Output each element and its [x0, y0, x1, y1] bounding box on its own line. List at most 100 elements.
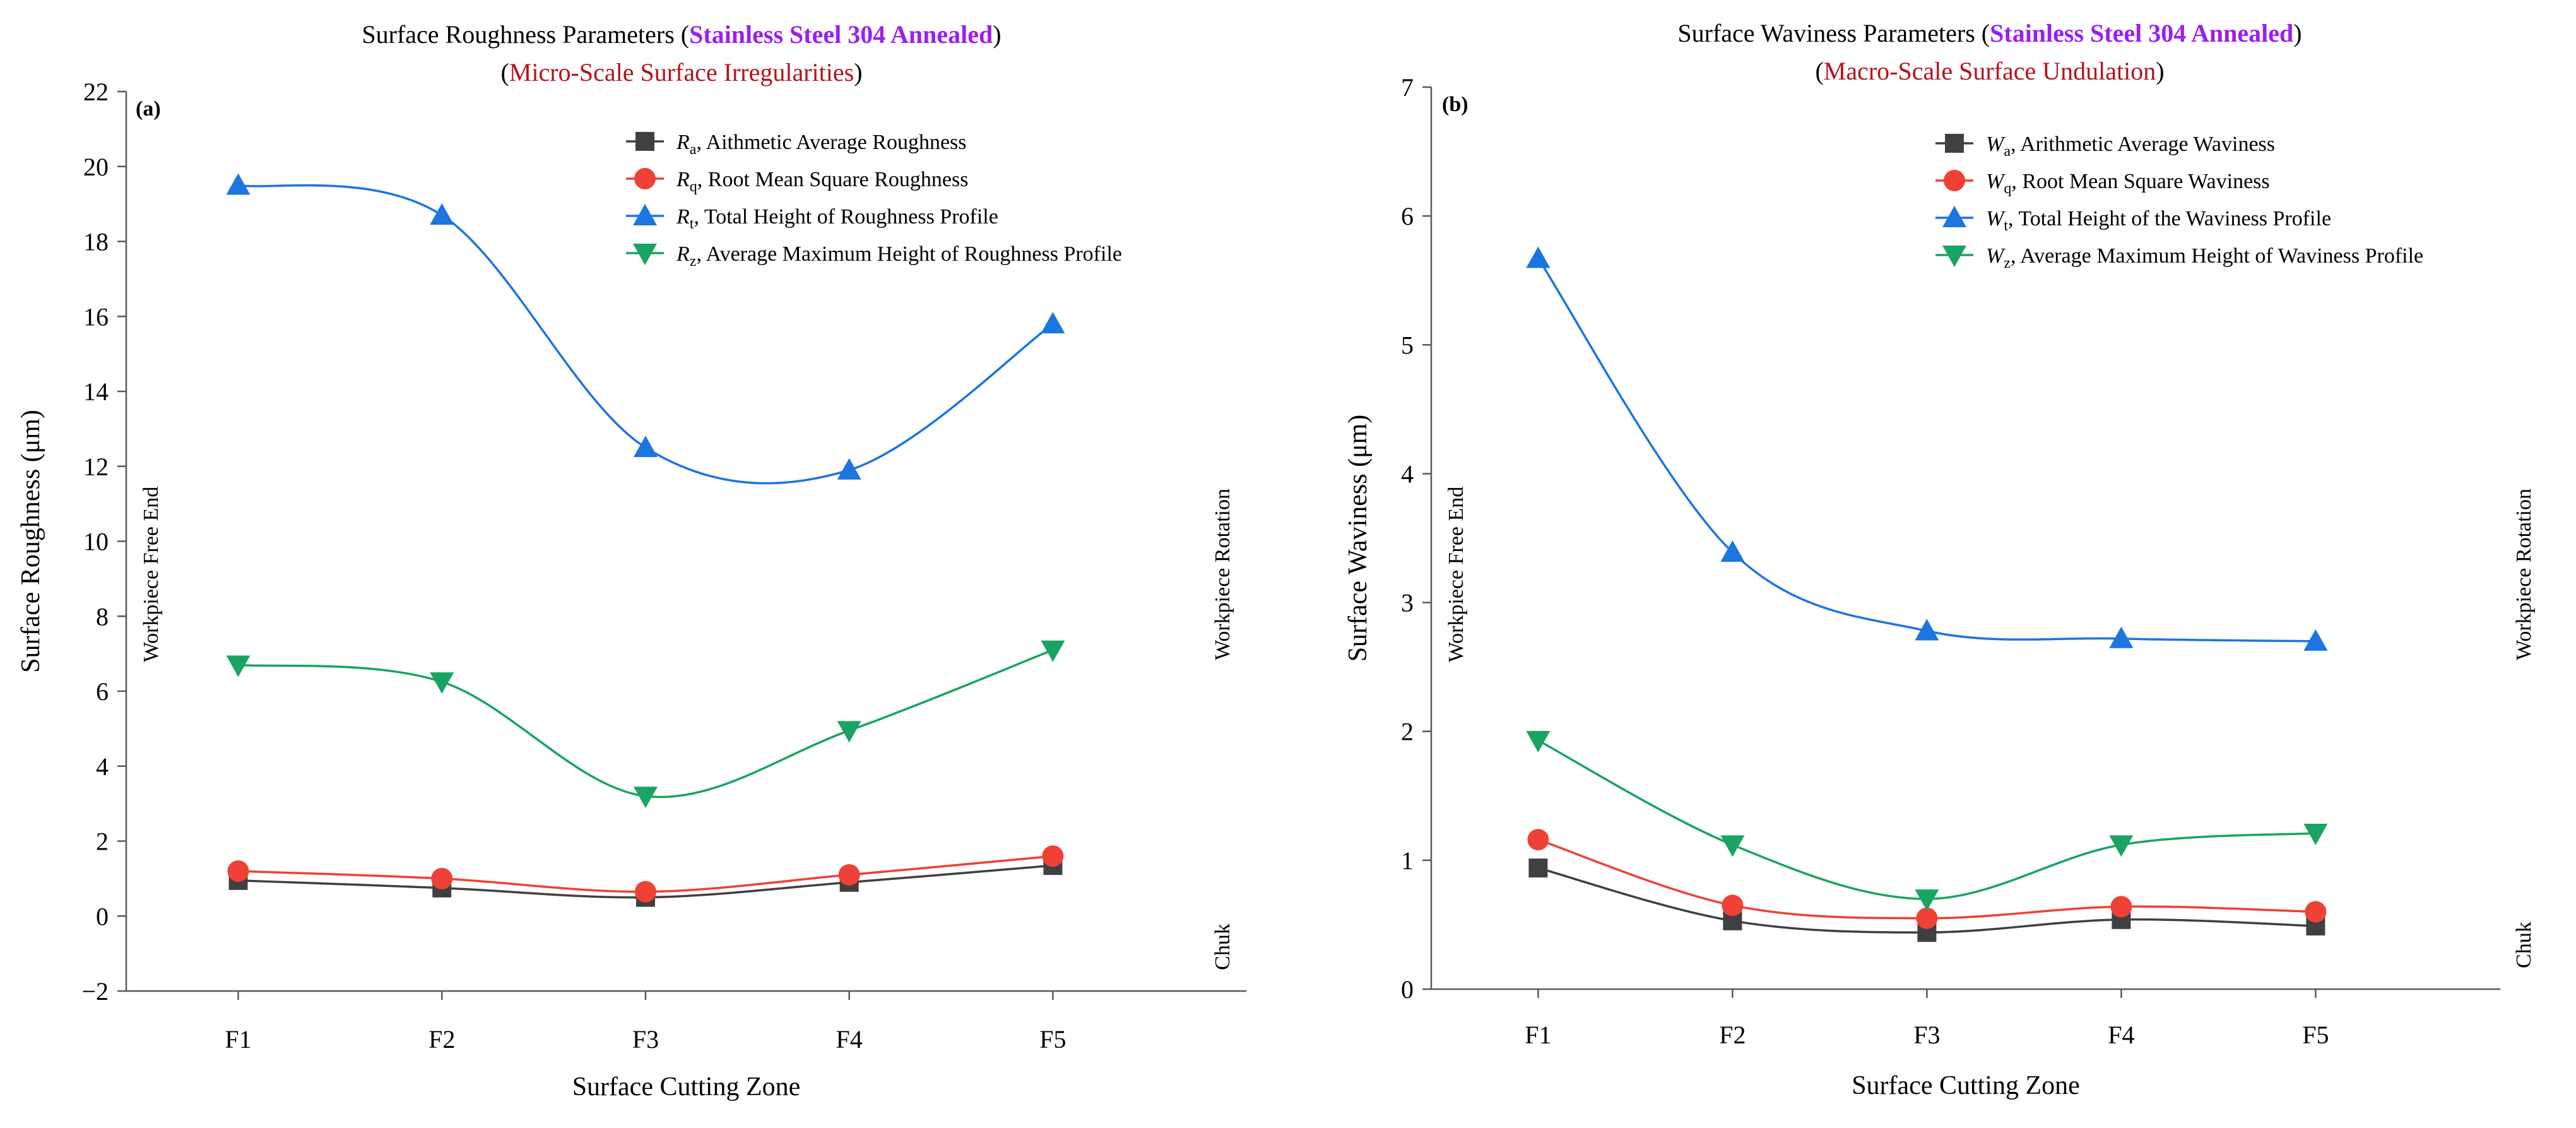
data-point-rq-f1	[227, 860, 249, 882]
data-point-rq-f4	[838, 864, 860, 886]
legend-label-rq: Rq, Root Mean Square Roughness	[676, 168, 968, 195]
data-point-rt-f2	[1720, 540, 1745, 562]
y-tick-label: 0	[1401, 975, 1414, 1004]
y-tick-label: 22	[83, 78, 109, 106]
free-end-annotation: Workpiece Free End	[139, 487, 163, 663]
x-tick-label: F4	[836, 1025, 863, 1054]
y-tick-label: 16	[83, 302, 109, 331]
legend-marker-rq	[634, 168, 656, 189]
chuk-annotation: Chuk	[2512, 922, 2536, 968]
series-line-rt	[1537, 258, 2316, 643]
data-point-rz-f4	[837, 721, 861, 743]
data-point-rz-f5	[2303, 823, 2328, 845]
legend-label-rt: Wt, Total Height of the Waviness Profile	[1986, 207, 2331, 234]
x-tick-label: F2	[1719, 1021, 1746, 1049]
legend-label-ra: Ra, Aithmetic Average Roughness	[676, 131, 967, 158]
y-tick-label: 1	[1401, 846, 1414, 875]
legend-label-rz: Rz, Average Maximum Height of Roughness …	[676, 242, 1122, 270]
data-point-rt-f3	[633, 436, 658, 458]
rotation-annotation: Workpiece Rotation	[1211, 489, 1234, 660]
y-axis-label: Surface Roughness (μm)	[16, 410, 45, 673]
data-point-rz-f2	[430, 672, 454, 694]
data-point-rz-f1	[226, 655, 251, 677]
y-tick-label: 2	[1401, 718, 1414, 746]
legend-marker-ra	[635, 132, 654, 151]
free-end-annotation: Workpiece Free End	[1445, 487, 1468, 663]
roughness-chart-panel: Surface Roughness Parameters (Stainless …	[16, 20, 1246, 1101]
data-point-rq-f4	[2110, 896, 2132, 918]
x-tick-label: F4	[2108, 1021, 2134, 1049]
data-point-rz-f5	[1041, 640, 1065, 662]
legend-label-rq: Wq, Root Mean Square Waviness	[1986, 170, 2270, 197]
x-axis-label: Surface Cutting Zone	[572, 1072, 801, 1101]
panel-label: (b)	[1442, 93, 1468, 116]
data-point-rq-f5	[1042, 845, 1064, 867]
data-point-rt-f3	[1915, 619, 1939, 641]
data-point-ra-f1	[1528, 858, 1548, 878]
legend-label-ra: Wa, Arithmetic Average Waviness	[1986, 133, 2275, 160]
legend-marker-rt	[633, 204, 657, 225]
data-point-rt-f5	[2303, 629, 2328, 651]
legend-marker-rz	[633, 244, 657, 265]
y-tick-label: 14	[83, 377, 109, 406]
y-tick-label: 2	[96, 828, 109, 856]
x-tick-label: F1	[225, 1025, 251, 1054]
y-tick-label: 5	[1401, 331, 1414, 359]
x-tick-label: F3	[1913, 1021, 1940, 1049]
legend-marker-rz	[1942, 246, 1966, 267]
panel-label: (a)	[136, 97, 161, 121]
data-point-rq-f5	[2305, 901, 2327, 923]
legend-marker-rt	[1942, 206, 1966, 227]
waviness-chart-panel: Surface Waviness Parameters (Stainless S…	[1344, 19, 2536, 1100]
y-axis-label: Surface Waviness (μm)	[1344, 415, 1373, 662]
data-point-rq-f2	[1722, 894, 1744, 917]
data-point-rz-f2	[1720, 835, 1745, 857]
y-tick-label: 6	[96, 677, 109, 706]
x-tick-label: F2	[428, 1025, 455, 1054]
data-point-rt-f1	[226, 173, 251, 195]
data-point-rz-f3	[633, 787, 658, 809]
rotation-annotation: Workpiece Rotation	[2512, 489, 2536, 660]
y-tick-label: −2	[81, 977, 109, 1006]
x-tick-label: F5	[1039, 1025, 1066, 1054]
y-tick-label: 18	[83, 228, 109, 256]
y-tick-label: 3	[1401, 589, 1414, 617]
y-tick-label: 4	[1401, 460, 1414, 488]
chart-subtitle: (Macro-Scale Surface Undulation)	[1815, 57, 2164, 85]
legend-label-rt: Rt, Total Height of Roughness Profile	[676, 205, 998, 232]
y-tick-label: 0	[96, 902, 109, 930]
data-point-rq-f3	[634, 881, 656, 903]
x-tick-label: F1	[1525, 1021, 1551, 1049]
y-tick-label: 8	[96, 602, 109, 631]
data-point-rt-f4	[837, 458, 861, 480]
y-tick-label: 12	[83, 453, 109, 481]
data-point-rq-f2	[431, 867, 453, 889]
data-point-rt-f2	[430, 203, 454, 225]
data-point-rq-f3	[1916, 907, 1938, 929]
legend-marker-ra	[1945, 134, 1964, 153]
series-line-rz	[1537, 739, 2316, 900]
series-line-rz	[238, 649, 1054, 799]
data-point-rq-f1	[1527, 829, 1549, 851]
chuk-annotation: Chuk	[1211, 923, 1234, 970]
y-tick-label: 20	[83, 153, 109, 181]
x-tick-label: F3	[632, 1025, 659, 1054]
y-tick-label: 4	[96, 752, 109, 781]
data-point-rt-f5	[1041, 312, 1065, 334]
chart-subtitle: (Micro-Scale Surface Irregularities)	[500, 58, 862, 86]
chart-title: Surface Waviness Parameters (Stainless S…	[1677, 19, 2301, 47]
legend-label-rz: Wz, Average Maximum Height of Waviness P…	[1986, 244, 2423, 271]
data-point-rt-f1	[1526, 246, 1551, 268]
y-tick-label: 6	[1401, 202, 1414, 230]
x-tick-label: F5	[2302, 1021, 2329, 1049]
data-point-rz-f3	[1915, 889, 1939, 911]
data-point-rz-f4	[2109, 835, 2134, 857]
legend-marker-rq	[1944, 170, 1965, 191]
x-axis-label: Surface Cutting Zone	[1852, 1071, 2080, 1100]
data-point-rt-f4	[2109, 626, 2134, 648]
y-tick-label: 7	[1401, 73, 1414, 102]
chart-title: Surface Roughness Parameters (Stainless …	[362, 20, 1001, 49]
y-tick-label: 10	[83, 528, 109, 556]
data-point-rz-f1	[1526, 731, 1551, 753]
